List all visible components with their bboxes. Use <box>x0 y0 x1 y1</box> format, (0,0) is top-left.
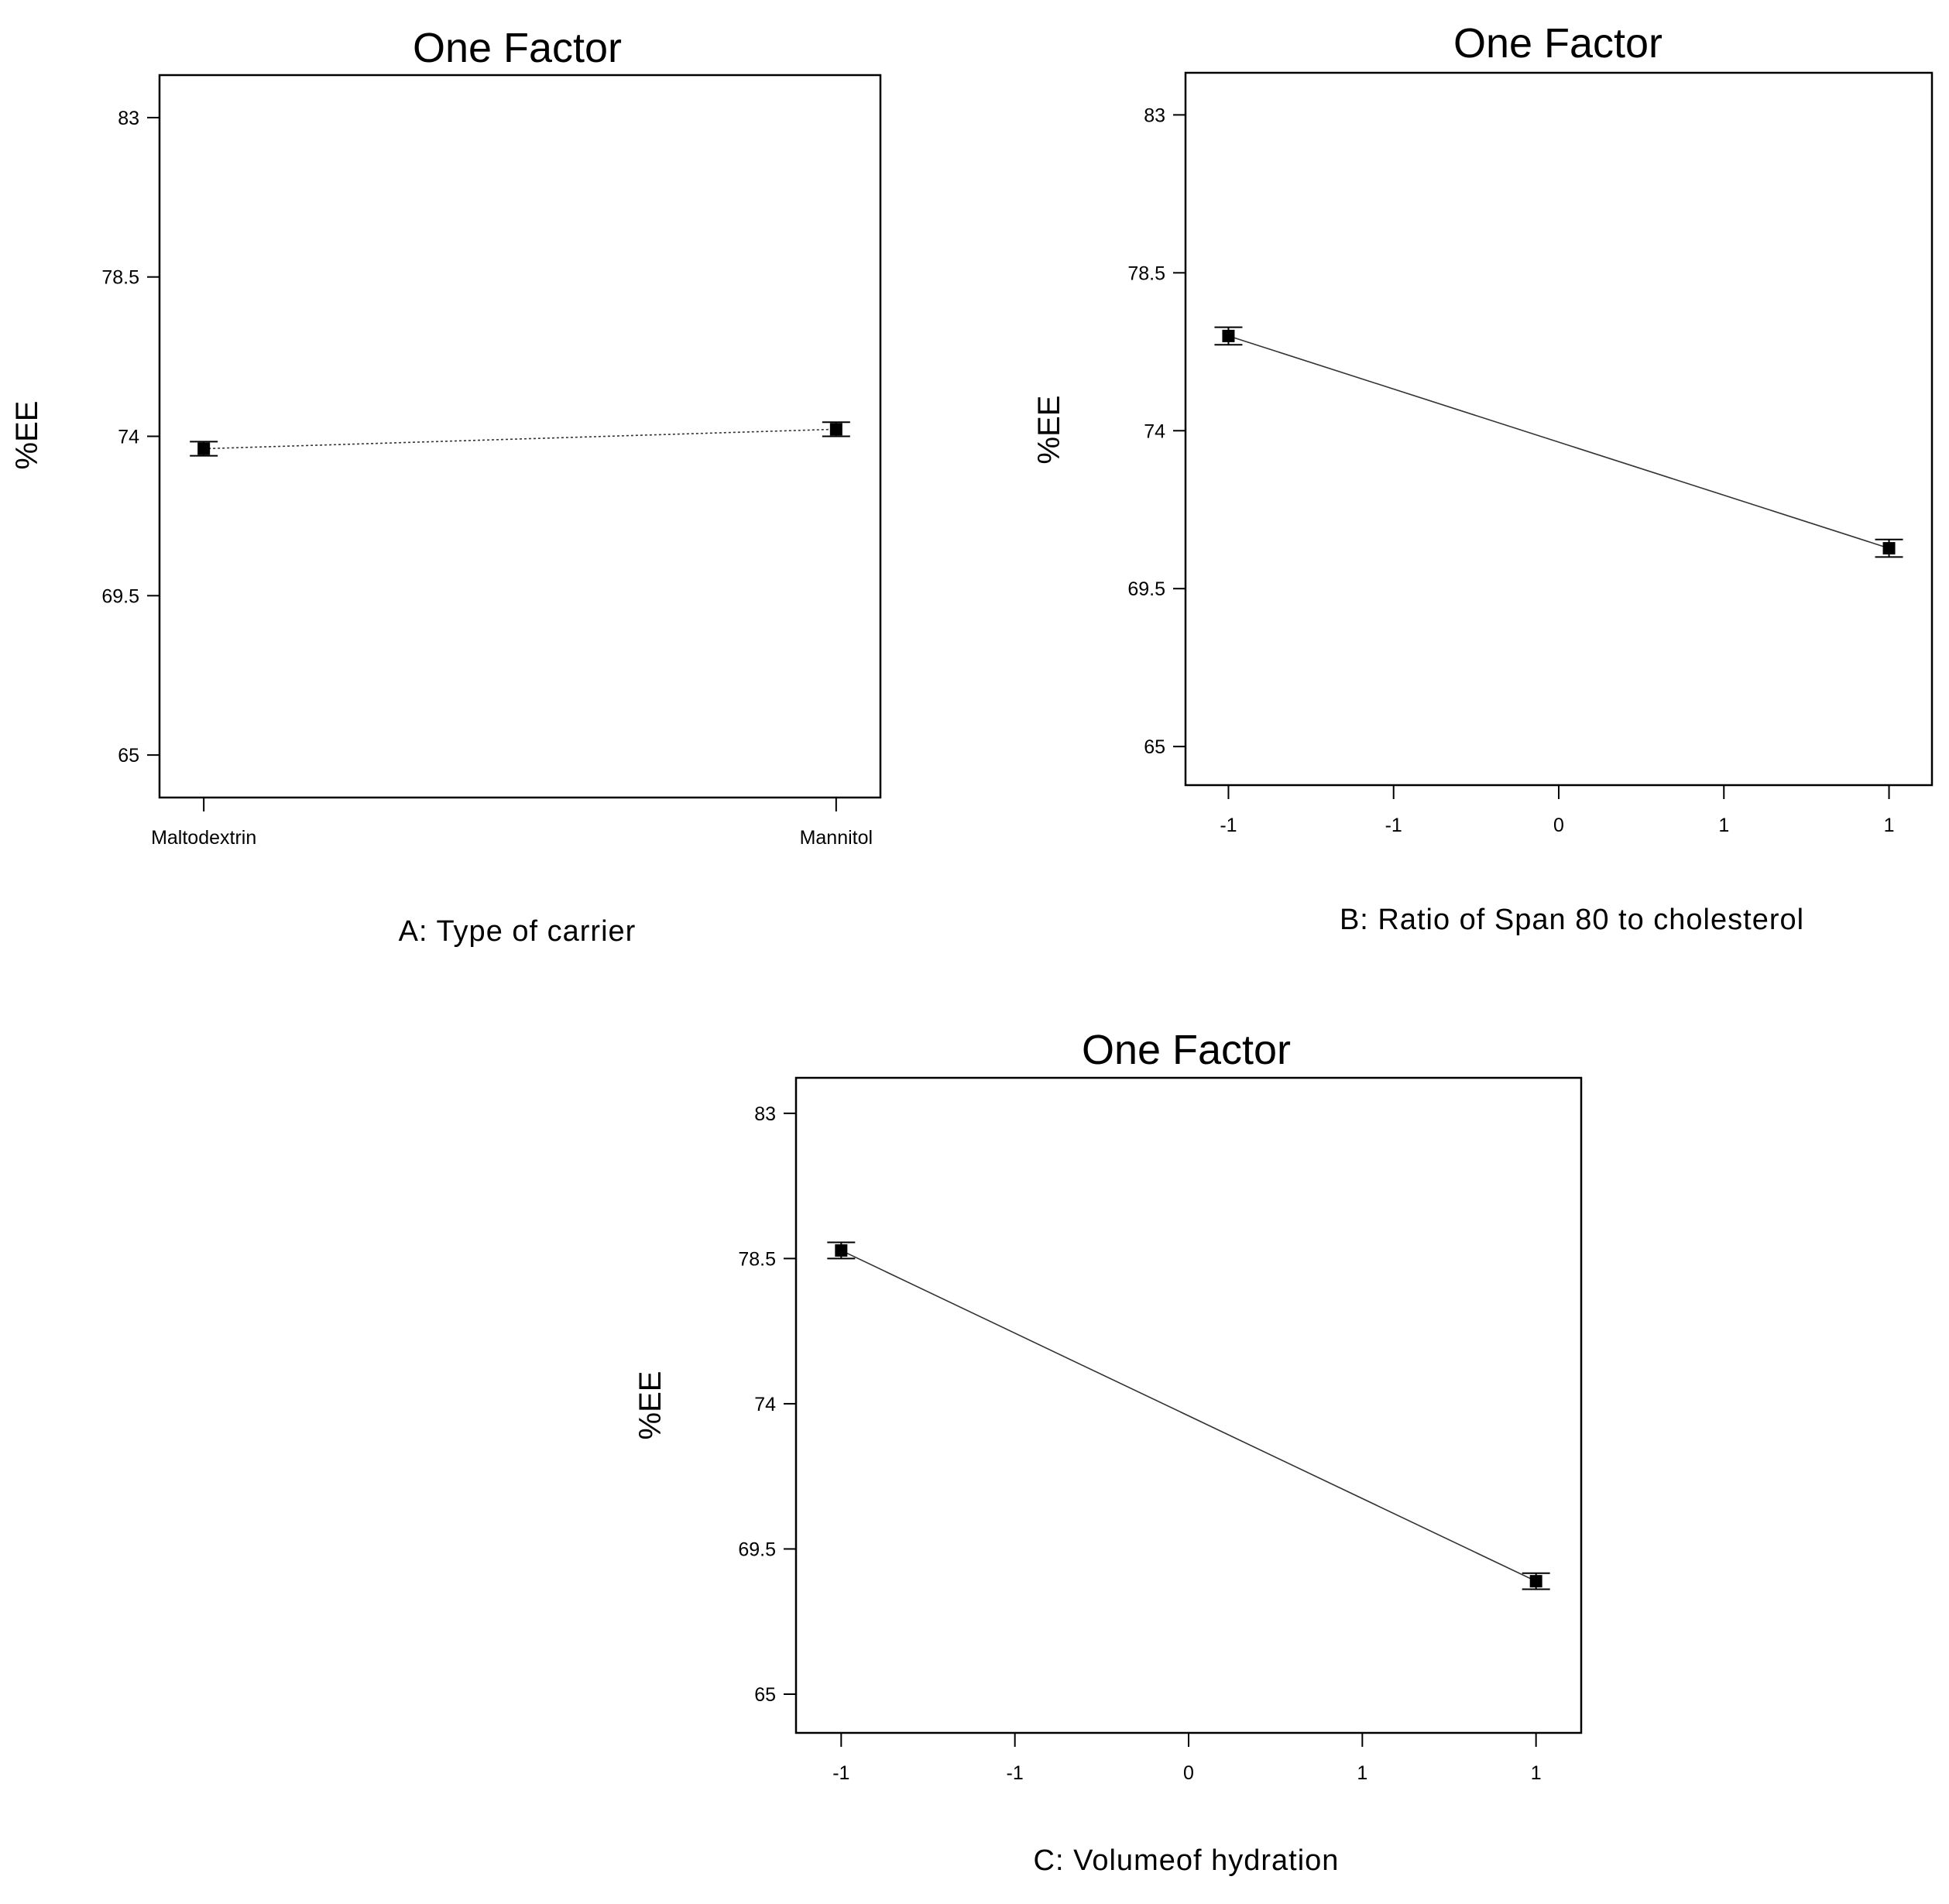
panel-c-plot-area: 65 69.5 74 78.5 83 -1 -1 0 1 1 <box>738 1076 1583 1784</box>
y-tick-label: 83 <box>118 108 139 129</box>
data-point <box>829 423 842 436</box>
x-tick-label: Maltodextrin <box>151 827 256 849</box>
x-tick-label: 1 <box>1718 815 1729 836</box>
x-tick-label: 1 <box>1357 1762 1367 1784</box>
y-tick-label: 78.5 <box>738 1248 776 1270</box>
y-tick-label: 69.5 <box>1127 578 1165 600</box>
y-tick-label: 74 <box>1144 420 1165 442</box>
y-tick-label: 83 <box>754 1103 776 1125</box>
y-tick-label: 78.5 <box>101 267 139 289</box>
panel-a-x-axis-label: A: Type of carrier <box>399 915 637 948</box>
x-tick-label: 0 <box>1183 1762 1194 1784</box>
y-tick-label: 65 <box>118 745 139 767</box>
panel-a-plot-area: 65 69.5 74 78.5 83 Maltodextrin Mannitol <box>101 74 882 849</box>
x-tick-label: -1 <box>1220 815 1237 836</box>
x-tick-label: 1 <box>1884 815 1895 836</box>
x-tick-label: -1 <box>1007 1762 1024 1784</box>
y-tick-label: 78.5 <box>1127 262 1165 284</box>
x-tick-label: -1 <box>832 1762 849 1784</box>
data-point <box>1882 542 1896 555</box>
trend-line <box>1228 335 1889 549</box>
panel-b-title: One Factor <box>1453 20 1662 67</box>
trend-line <box>204 428 836 450</box>
panel-a-y-axis-label: %EE <box>10 401 44 470</box>
y-tick-label: 83 <box>1144 105 1165 126</box>
plot-frame <box>158 74 882 799</box>
y-tick-label: 74 <box>118 427 139 448</box>
panel-b-y-axis-label: %EE <box>1032 396 1066 465</box>
data-point <box>835 1244 848 1257</box>
trend-line <box>840 1250 1537 1582</box>
panel-c-x-axis-label: C: Volumeof hydration <box>1034 1844 1340 1877</box>
y-tick-label: 65 <box>1144 736 1165 758</box>
panel-c-y-axis-label: %EE <box>633 1371 667 1440</box>
plot-frame <box>1184 71 1934 787</box>
x-tick-label: 0 <box>1553 815 1564 836</box>
y-tick-label: 65 <box>754 1684 776 1706</box>
panel-a-title: One Factor <box>413 25 622 71</box>
x-tick-label: -1 <box>1385 815 1402 836</box>
data-point <box>197 442 211 455</box>
panel-b: One Factor %EE B: Ratio of Span 80 to ch… <box>1032 20 1934 936</box>
data-point <box>1529 1575 1542 1588</box>
panel-c-title: One Factor <box>1082 1027 1291 1073</box>
x-tick-label: Mannitol <box>800 827 873 849</box>
panel-b-x-axis-label: B: Ratio of Span 80 to cholesterol <box>1340 904 1804 936</box>
y-tick-label: 69.5 <box>101 585 139 607</box>
y-tick-label: 69.5 <box>738 1539 776 1560</box>
panel-b-plot-area: 65 69.5 74 78.5 83 -1 -1 0 1 1 <box>1127 71 1934 836</box>
data-point <box>1222 329 1235 342</box>
panel-a: One Factor %EE A: Type of carrier 65 69.5… <box>10 25 882 948</box>
plot-frame <box>794 1076 1583 1734</box>
panel-c: One Factor %EE C: Volumeof hydration 656… <box>633 1027 1583 1877</box>
x-tick-label: 1 <box>1531 1762 1542 1784</box>
y-tick-label: 74 <box>754 1394 776 1415</box>
